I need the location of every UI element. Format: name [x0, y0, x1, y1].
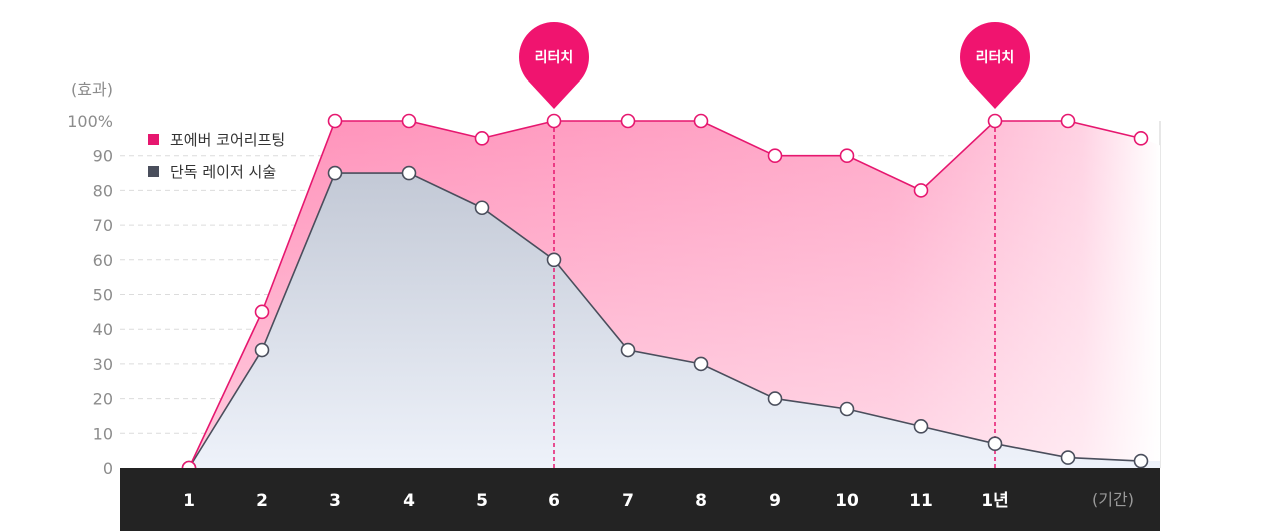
y-tick-label: 80	[93, 181, 113, 200]
y-tick-label: 50	[93, 286, 113, 305]
data-point-laser	[546, 252, 562, 268]
y-tick-label: 40	[93, 320, 113, 339]
data-point-laser	[767, 391, 783, 406]
series-line-forever-corelifting	[188, 120, 1142, 469]
data-point-forever-corelifting	[693, 113, 709, 129]
data-point-laser	[913, 419, 929, 434]
x-tick-label: 7	[622, 491, 634, 511]
y-axis: (효과) 100% 90 80 70 60 50 40 30 20 10 0	[67, 80, 113, 478]
x-axis-band	[120, 468, 1160, 531]
x-tick-label: 9	[769, 491, 781, 511]
retouch-pin	[519, 22, 589, 92]
y-tick-label: 20	[93, 390, 113, 409]
x-tick-label: 11	[909, 491, 933, 511]
y-tick-label: 60	[93, 251, 113, 270]
y-tick-label: 0	[103, 459, 113, 478]
series-area-laser	[189, 173, 1160, 469]
y-tick-label: 70	[93, 216, 113, 235]
series-areas	[189, 121, 1160, 469]
data-point-forever-corelifting	[913, 183, 929, 198]
legend-swatch	[148, 134, 159, 145]
legend-label: 포에버 코어리프팅	[170, 131, 285, 149]
x-tick-label: 1년	[981, 491, 1008, 511]
data-point-laser	[1060, 450, 1076, 465]
data-point-forever-corelifting	[1133, 131, 1149, 146]
series-line-laser	[188, 172, 1142, 469]
retouch-pin-label: 리터치	[976, 50, 1015, 66]
x-axis-bar: 1 2 3 4 5 6 7 8 9 10 11 1년 (기간)	[120, 468, 1160, 531]
x-tick-label: 10	[835, 491, 859, 511]
x-tick-label: 6	[548, 491, 560, 511]
y-tick-label: 90	[93, 147, 113, 166]
data-point-laser	[254, 342, 270, 358]
data-point-forever-corelifting	[474, 131, 490, 146]
y-tick-label: 100%	[67, 112, 113, 131]
data-point-laser	[327, 165, 343, 181]
y-tick-label: 30	[93, 355, 113, 374]
data-point-forever-corelifting	[546, 113, 562, 129]
x-tick-label: 8	[695, 491, 707, 511]
data-point-forever-corelifting	[401, 113, 417, 129]
data-point-laser	[401, 165, 417, 181]
data-point-laser	[693, 356, 709, 372]
data-point-forever-corelifting	[767, 148, 783, 163]
data-point-forever-corelifting	[839, 148, 855, 163]
legend-label: 단독 레이저 시술	[170, 163, 276, 181]
data-point-forever-corelifting	[254, 304, 270, 320]
data-point-laser	[987, 436, 1003, 452]
series-lines	[188, 120, 1142, 469]
x-tick-label: 1	[183, 491, 195, 511]
x-tick-label: 5	[476, 491, 488, 511]
data-point-forever-corelifting	[1060, 113, 1076, 129]
legend-swatch	[148, 166, 159, 177]
retouch-markers: 리터치 리터치	[519, 22, 1030, 468]
data-point-forever-corelifting	[327, 113, 343, 129]
x-axis-title: (기간)	[1092, 490, 1134, 509]
data-point-laser	[620, 342, 636, 358]
data-point-laser	[1133, 453, 1149, 469]
x-tick-label: 4	[403, 491, 415, 511]
data-point-laser	[474, 200, 490, 216]
x-tick-label: 3	[329, 491, 341, 511]
y-tick-label: 10	[93, 424, 113, 443]
data-point-laser	[839, 401, 855, 417]
retouch-pin-label: 리터치	[535, 50, 574, 66]
retouch-pin	[960, 22, 1030, 92]
data-point-forever-corelifting	[987, 113, 1003, 129]
x-tick-label: 2	[256, 491, 268, 511]
y-axis-title: (효과)	[71, 80, 113, 99]
data-point-forever-corelifting	[620, 113, 636, 129]
